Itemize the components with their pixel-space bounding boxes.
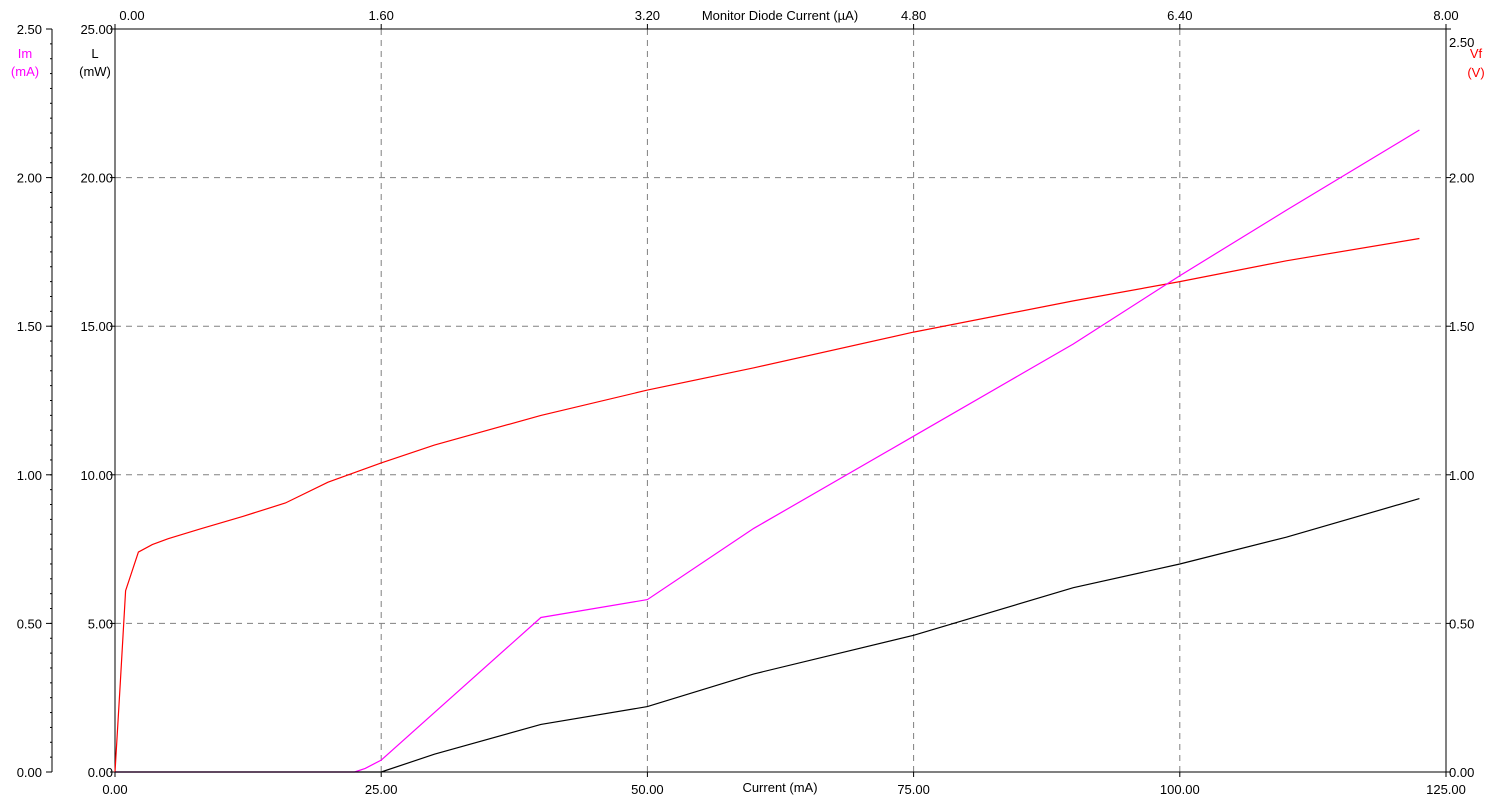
- im-tick-label: 1.00: [17, 468, 42, 483]
- series-line-im: [115, 129, 1420, 773]
- x-tick-label: 100.00: [1160, 782, 1200, 797]
- x2-tick-label: 0.00: [119, 8, 144, 23]
- label-layer: Current (mA) Monitor Diode Current (µA) …: [11, 8, 1485, 795]
- vf-tick-label: 1.00: [1449, 468, 1474, 483]
- series-layer: [114, 129, 1420, 773]
- axis-layer: 0.00 25.00 50.00 75.00 100.00 125.00 0.00 1.60 3…: [17, 8, 1475, 797]
- x-tick-label: 25.00: [365, 782, 398, 797]
- l-tick-label: 25.00: [80, 22, 113, 37]
- l-axis-label-line1: L: [91, 46, 98, 61]
- x2-tick-label: 4.80: [901, 8, 926, 23]
- im-tick-label: 2.50: [17, 22, 42, 37]
- vf-tick-label: 0.00: [1449, 765, 1474, 780]
- series-line-l: [115, 498, 1420, 773]
- series-line-vf: [114, 237, 1420, 773]
- x2-tick-label: 3.20: [635, 8, 660, 23]
- im-tick-label: 2.00: [17, 171, 42, 186]
- x-tick-label: 50.00: [631, 782, 664, 797]
- vf-axis-label-line2: (V): [1467, 65, 1484, 80]
- l-tick-label: 15.00: [80, 319, 113, 334]
- l-tick-label: 10.00: [80, 468, 113, 483]
- im-tick-label: 0.50: [17, 616, 42, 631]
- x-axis-label: Current (mA): [742, 780, 817, 795]
- im-tick-label: 1.50: [17, 319, 42, 334]
- vf-axis-label-line1: Vf: [1470, 46, 1483, 61]
- x-tick-label: 75.00: [897, 782, 930, 797]
- l-tick-label: 5.00: [88, 616, 113, 631]
- vf-tick-label: 2.00: [1449, 171, 1474, 186]
- l-tick-label: 0.00: [88, 765, 113, 780]
- grid-layer: [115, 29, 1446, 772]
- x-tick-label: 0.00: [102, 782, 127, 797]
- l-axis-label-line2: (mW): [79, 64, 111, 79]
- x2-tick-label: 1.60: [369, 8, 394, 23]
- im-tick-label: 0.00: [17, 765, 42, 780]
- im-axis-label-line2: (mA): [11, 64, 39, 79]
- plot-frame: [114, 28, 1447, 773]
- x2-tick-label: 8.00: [1433, 8, 1458, 23]
- im-axis-label-line1: Im: [18, 46, 32, 61]
- vf-tick-label: 1.50: [1449, 319, 1474, 334]
- x2-tick-label: 6.40: [1167, 8, 1192, 23]
- vf-tick-label: 2.50: [1449, 35, 1474, 50]
- vf-tick-label: 0.50: [1449, 616, 1474, 631]
- x-tick-label: 125.00: [1426, 782, 1466, 797]
- x2-axis-label: Monitor Diode Current (µA): [702, 8, 858, 23]
- l-tick-label: 20.00: [80, 171, 113, 186]
